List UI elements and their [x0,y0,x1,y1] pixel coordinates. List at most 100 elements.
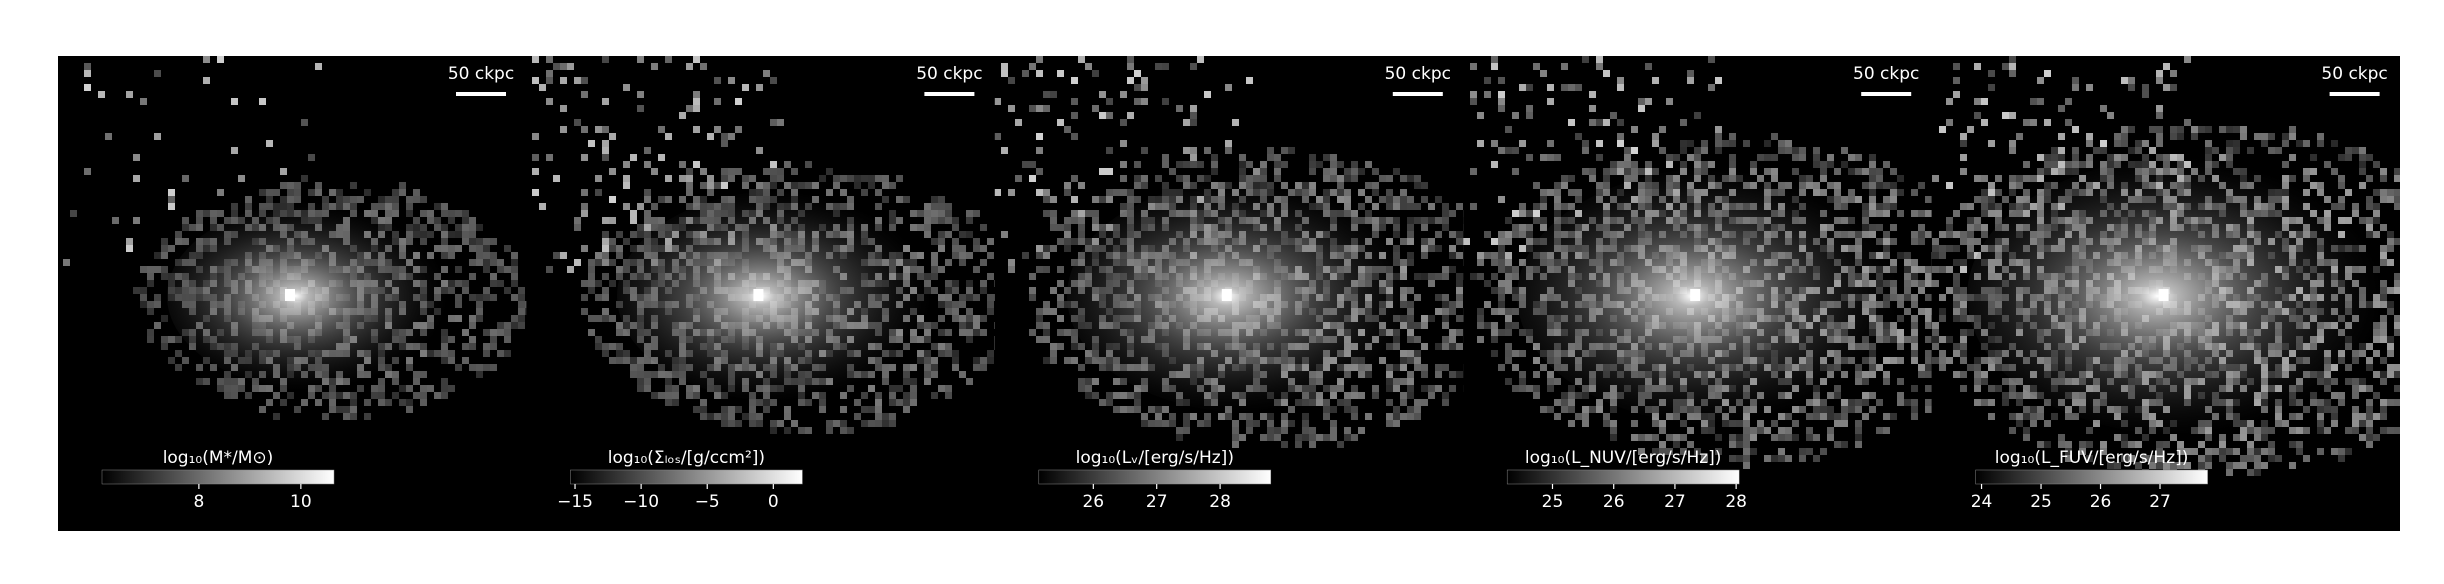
map-pixel [371,392,378,399]
map-pixel [378,399,385,406]
map-pixel [1225,140,1232,147]
map-pixel [560,63,567,70]
map-pixel [1407,196,1414,203]
map-pixel [406,203,413,210]
map-pixel [469,245,476,252]
map-pixel [959,231,966,238]
map-pixel [1085,238,1092,245]
map-pixel [784,161,791,168]
map-pixel [1351,413,1358,420]
map-pixel [1442,210,1449,217]
map-pixel [581,91,588,98]
map-pixel [511,322,518,329]
map-pixel [1281,427,1288,434]
map-pixel [1778,140,1785,147]
map-pixel [441,378,448,385]
map-pixel [644,189,651,196]
map-pixel [595,259,602,266]
map-pixel [756,84,763,91]
map-pixel [1183,119,1190,126]
map-pixel [455,364,462,371]
map-pixel [735,420,742,427]
map-pixel [1162,98,1169,105]
map-pixel [1589,168,1596,175]
map-pixel [1316,434,1323,441]
map-pixel [1211,168,1218,175]
map-pixel [1085,378,1092,385]
map-pixel [1092,392,1099,399]
colorbar-tick-label: 8 [193,492,204,512]
map-pixel [231,385,238,392]
map-pixel [1386,385,1393,392]
map-pixel [560,126,567,133]
map-pixel [1022,161,1029,168]
map-pixel [231,378,238,385]
map-pixel [1190,112,1197,119]
map-pixel [1771,455,1778,462]
map-pixel [1463,217,1464,224]
map-pixel [210,217,217,224]
map-pixel [637,231,644,238]
map-pixel [154,252,161,259]
map-pixel [1533,392,1540,399]
map-pixel [1512,273,1519,280]
map-pixel [742,84,749,91]
map-pixel [1043,266,1050,273]
map-pixel [980,357,987,364]
map-pixel [420,392,427,399]
map-pixel [826,189,833,196]
map-pixel [1106,147,1113,154]
map-pixel [1834,182,1841,189]
map-pixel [441,231,448,238]
map-pixel [1078,56,1085,63]
colorbar [570,469,803,485]
map-pixel [84,84,91,91]
map-pixel [1274,168,1281,175]
map-pixel [602,217,609,224]
map-pixel [1463,224,1464,231]
map-pixel [1127,406,1134,413]
map-pixel [1309,161,1316,168]
map-pixel [665,175,672,182]
map-pixel [364,189,371,196]
map-pixel [1113,406,1120,413]
map-pixel [259,98,266,105]
map-pixel [462,217,469,224]
map-pixel [1043,308,1050,315]
map-pixel [455,231,462,238]
map-pixel [1442,273,1449,280]
map-pixel [1372,182,1379,189]
map-pixel [651,63,658,70]
map-pixel [1897,378,1904,385]
map-pixel [882,420,889,427]
map-pixel [994,343,995,350]
map-pixel [966,378,973,385]
map-pixel [812,182,819,189]
map-pixel [1757,427,1764,434]
map-pixel [945,385,952,392]
map-pixel [1421,399,1428,406]
map-pixel [889,392,896,399]
map-pixel [966,336,973,343]
map-pixel [945,343,952,350]
map-pixel [518,301,525,308]
map-pixel [917,210,924,217]
map-pixel [1029,329,1036,336]
map-pixel [1225,147,1232,154]
colorbar [1038,469,1272,485]
map-pixel [602,245,609,252]
map-pixel [1477,273,1484,280]
map-pixel [833,175,840,182]
map-pixel [469,224,476,231]
map-pixel [595,126,602,133]
map-pixel [735,126,742,133]
map-pixel [980,245,987,252]
map-pixel [1127,112,1134,119]
map-pixel [728,413,735,420]
map-pixel [1351,161,1358,168]
map-pixel [700,413,707,420]
map-pixel [1309,427,1316,434]
map-pixel [938,343,945,350]
map-pixel [1162,154,1169,161]
map-pixel [861,175,868,182]
